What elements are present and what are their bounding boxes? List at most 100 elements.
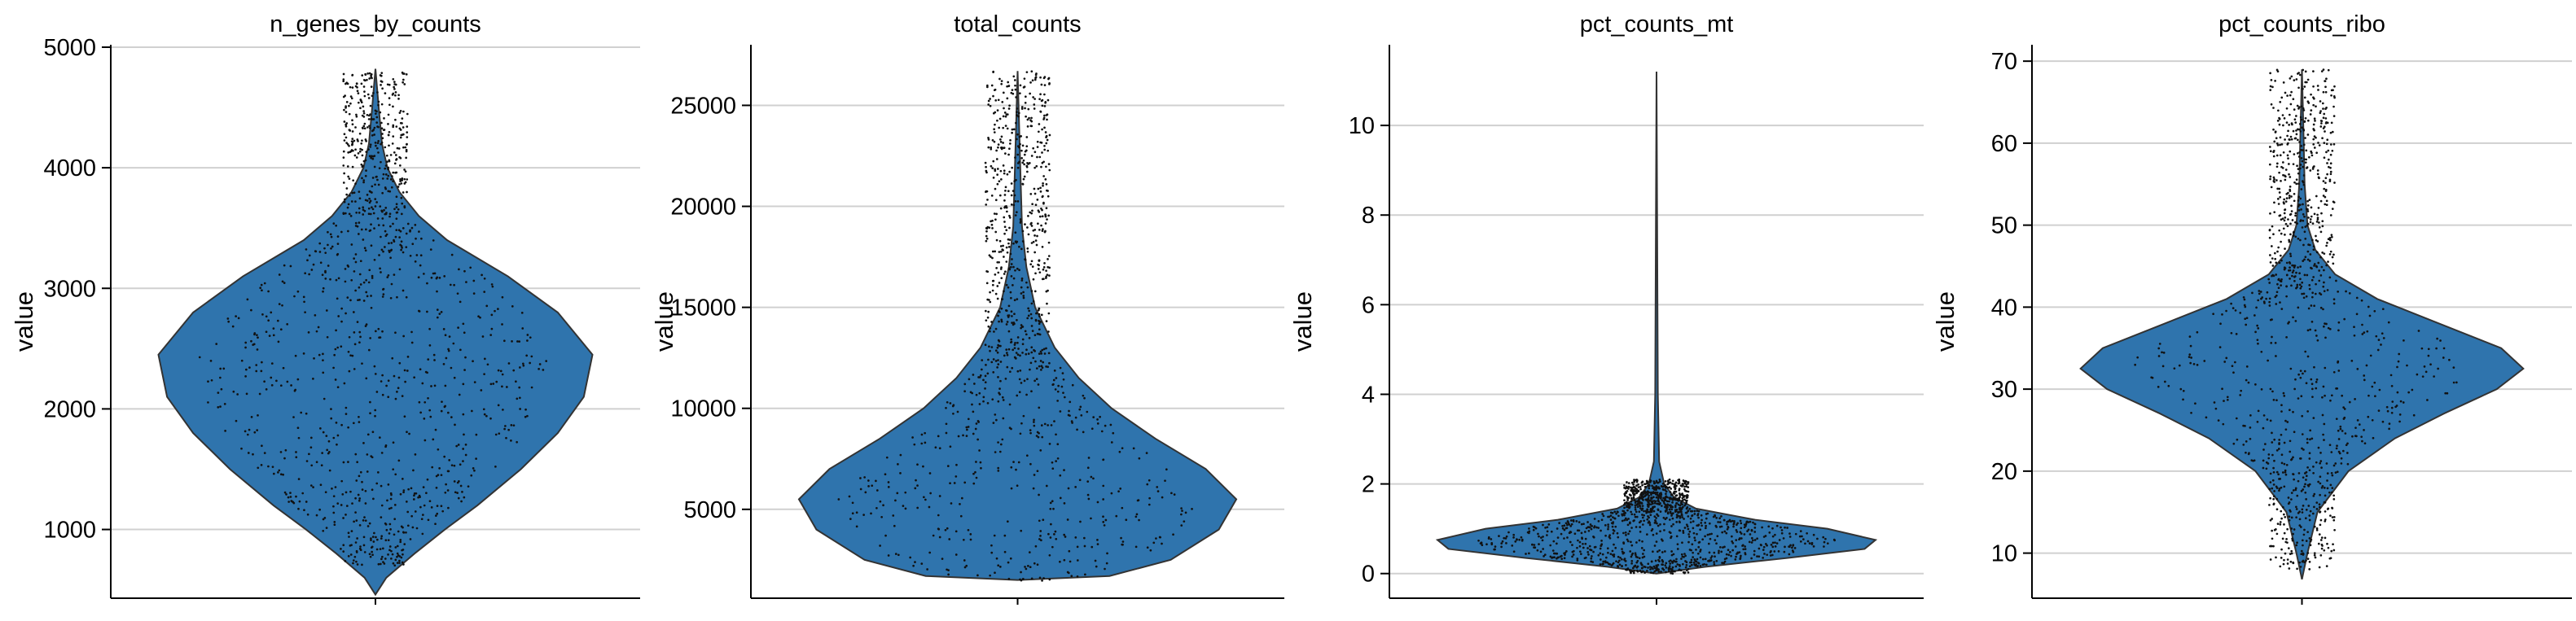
point-2-955 [997, 400, 1000, 403]
point-1-393 [270, 311, 273, 314]
point-2-989 [1035, 378, 1038, 381]
point-4-173 [2219, 322, 2222, 326]
point-1-423 [404, 380, 406, 383]
point-2-311 [990, 147, 993, 151]
point-4-181 [2435, 347, 2438, 350]
point-2-1021 [1118, 450, 1121, 453]
point-4-305 [2279, 154, 2282, 157]
point-1-356 [366, 93, 370, 96]
point-3-109 [1578, 550, 1582, 553]
point-1-934 [436, 316, 439, 319]
point-3-186 [1806, 531, 1809, 535]
point-2-609 [1038, 519, 1041, 523]
point-3-514 [1671, 570, 1674, 573]
point-2-498 [1002, 399, 1005, 401]
point-2-137 [1102, 484, 1105, 488]
point-4-820 [2272, 151, 2275, 154]
point-3-330 [1600, 518, 1604, 522]
point-1-773 [431, 466, 434, 469]
point-2-125 [1148, 503, 1151, 506]
point-1-965 [383, 117, 385, 120]
point-1-450 [330, 408, 332, 410]
point-1-122 [396, 544, 399, 548]
point-1-3 [369, 555, 372, 558]
point-2-325 [1104, 567, 1106, 571]
point-2-156 [972, 482, 976, 485]
point-4-828 [2267, 278, 2271, 281]
point-2-27 [893, 524, 896, 527]
point-3-834 [1700, 522, 1703, 524]
point-3-816 [1652, 506, 1655, 509]
point-3-520 [1590, 527, 1593, 531]
point-1-975 [342, 150, 345, 153]
point-3-1192 [1674, 483, 1677, 486]
point-2-514 [1102, 498, 1105, 501]
point-1-62 [396, 295, 398, 299]
point-1-190 [348, 177, 351, 180]
point-4-60 [2319, 475, 2322, 479]
point-3-1256 [1487, 537, 1490, 540]
point-3-108 [1749, 533, 1752, 536]
point-1-223 [306, 259, 309, 262]
point-4-646 [2303, 370, 2306, 373]
point-2-227 [1016, 353, 1020, 356]
point-2-594 [932, 534, 935, 537]
point-2-905 [1035, 312, 1038, 315]
point-4-581 [2371, 418, 2374, 422]
point-1-294 [367, 348, 371, 352]
point-1-679 [334, 348, 337, 351]
point-3-215 [1704, 535, 1706, 538]
point-2-828 [1094, 559, 1097, 562]
point-1-38 [423, 439, 427, 442]
point-2-500 [1014, 84, 1016, 87]
point-3-1039 [1683, 527, 1687, 529]
point-1-968 [400, 244, 403, 247]
point-2-797 [1071, 422, 1073, 424]
point-4-562 [2301, 511, 2304, 514]
point-1-632 [368, 197, 371, 200]
point-4-162 [2323, 142, 2326, 145]
point-4-665 [2326, 487, 2329, 490]
point-2-476 [1056, 443, 1060, 446]
point-1-517 [392, 77, 395, 81]
point-4-98 [2270, 79, 2273, 81]
point-4-849 [2323, 487, 2326, 489]
point-4-803 [2277, 246, 2280, 249]
point-4-780 [2360, 299, 2363, 302]
point-1-863 [440, 409, 443, 413]
point-1-749 [402, 133, 405, 136]
point-2-277 [1112, 431, 1115, 435]
point-4-1102 [2290, 90, 2293, 94]
point-3-320 [1670, 504, 1672, 507]
point-4-907 [2322, 285, 2325, 288]
point-1-976 [252, 343, 255, 346]
point-3-597 [1611, 525, 1614, 528]
point-1-1168 [359, 98, 362, 102]
point-4-342 [2297, 203, 2301, 206]
point-3-672 [1623, 506, 1626, 509]
point-3-452 [1683, 498, 1686, 501]
point-2-1009 [990, 223, 994, 226]
point-4-817 [2330, 94, 2332, 97]
point-2-371 [1010, 275, 1013, 278]
point-1-551 [501, 385, 503, 388]
point-4-468 [2262, 426, 2265, 430]
point-2-815 [1020, 156, 1024, 160]
point-1-64 [545, 360, 548, 362]
point-4-893 [2293, 108, 2296, 111]
point-4-748 [2293, 181, 2296, 184]
point-4-324 [2292, 489, 2295, 492]
point-4-611 [2322, 308, 2324, 311]
point-1-1013 [309, 436, 313, 440]
point-3-1048 [1798, 535, 1801, 538]
point-4-852 [2324, 518, 2327, 521]
point-4-670 [2302, 183, 2306, 186]
point-1-55 [377, 103, 380, 107]
point-2-898 [1040, 207, 1042, 210]
point-1-684 [387, 168, 389, 171]
point-4-700 [2396, 365, 2398, 369]
point-1-496 [358, 497, 362, 500]
point-1-672 [375, 175, 378, 178]
point-4-67 [2416, 373, 2419, 376]
point-2-350 [1172, 533, 1174, 536]
